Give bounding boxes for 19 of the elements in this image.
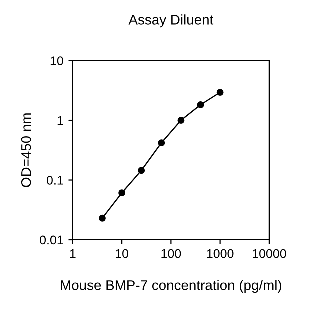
chart-title: Assay Diluent (128, 14, 214, 28)
point (197, 102, 204, 108)
y-tick-label: 0.1 (46, 176, 64, 185)
y-tick-label: 0.01 (40, 236, 64, 245)
point (99, 214, 106, 222)
point (216, 89, 224, 96)
point (138, 167, 146, 174)
x-axis-title: Mouse BMP-7 concentration (pg/ml) (61, 280, 282, 294)
y-tick-label: 1 (58, 116, 64, 126)
point (118, 190, 126, 197)
x-tick-label: 10 (116, 249, 129, 258)
point (178, 117, 185, 124)
point (158, 140, 166, 147)
x-tick-label: 1000 (207, 249, 234, 258)
x-tick-label: 100 (162, 249, 182, 258)
x-tick-label: 1 (70, 249, 76, 258)
x-tick-label: 10000 (253, 249, 286, 258)
y-tick-label: 10 (50, 56, 64, 66)
y-axis-title: OD=450 nm (21, 114, 32, 188)
